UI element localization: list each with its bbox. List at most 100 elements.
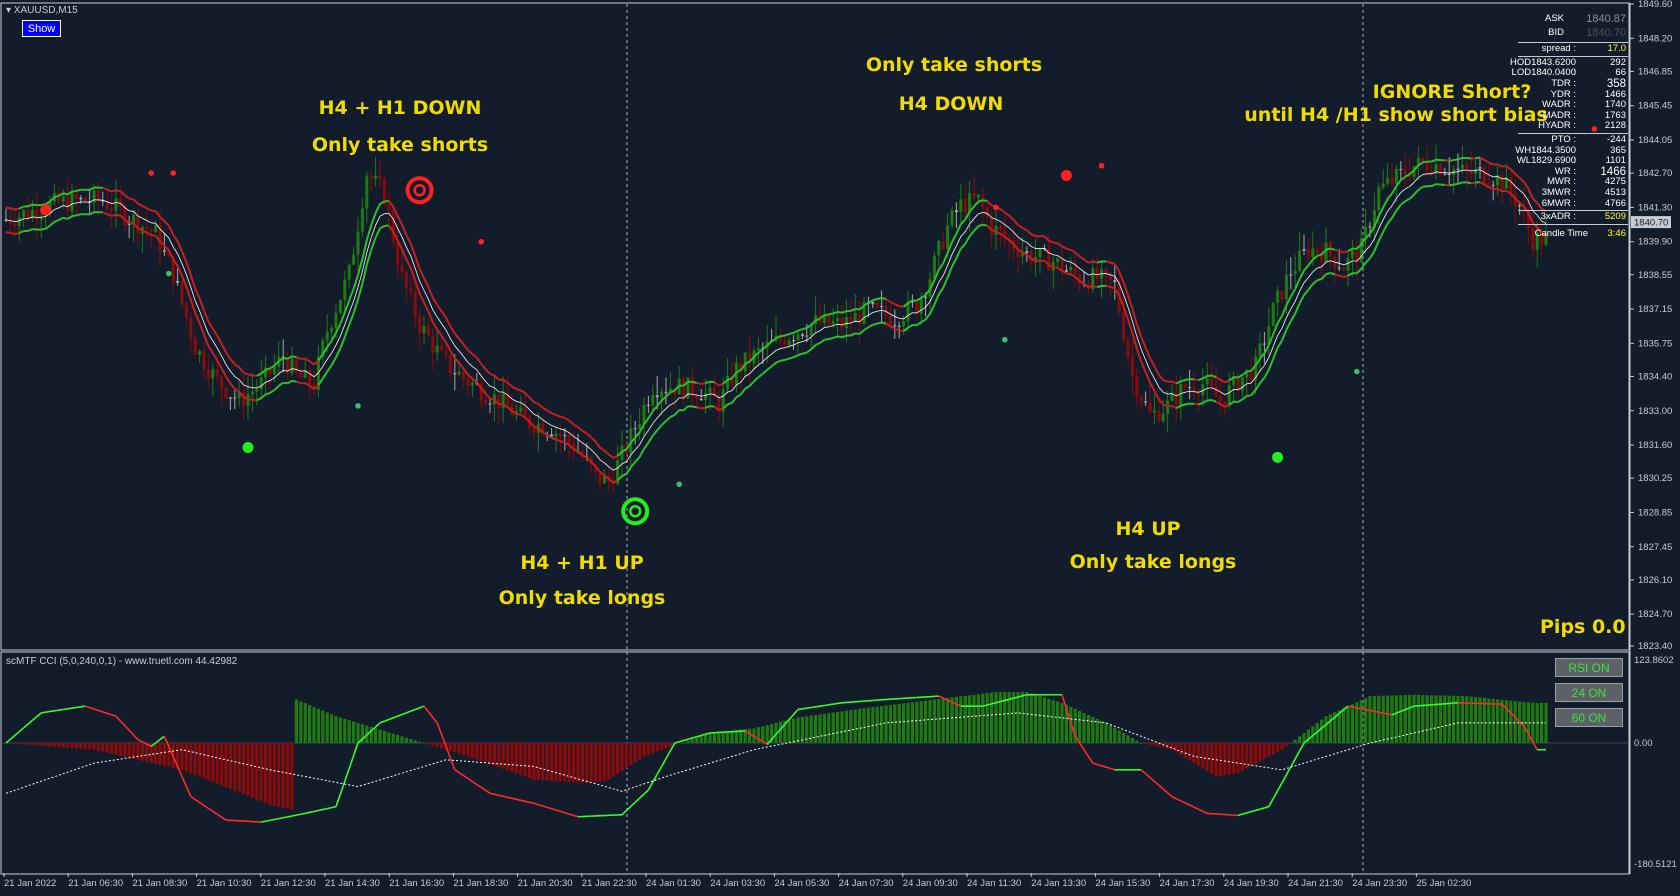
ma-center-line	[1220, 391, 1226, 395]
ma-band-line	[1417, 185, 1424, 191]
candle-body	[1073, 266, 1077, 275]
cci-fast-segment	[762, 740, 768, 746]
ma-band-line	[427, 311, 434, 323]
cci-hist-bar	[215, 743, 219, 784]
signal-dot	[478, 238, 485, 245]
ask-value: 1840.87	[1586, 13, 1626, 25]
cci-hist-bar	[347, 720, 351, 744]
signal-dot	[676, 481, 682, 488]
ma-center-line	[771, 350, 777, 355]
ma-center-line	[665, 404, 671, 410]
cci-hist-bar	[765, 725, 769, 744]
cci-hist-bar	[682, 742, 686, 744]
ma-band-line	[313, 359, 320, 366]
ma-center-line	[1224, 392, 1230, 396]
time-tick-label: 24 Jan 03:30	[710, 878, 765, 889]
cci-fast-segment	[1505, 708, 1512, 714]
ma-band-line	[176, 265, 183, 277]
candle-body	[563, 435, 567, 437]
ma-center-line	[1277, 328, 1283, 336]
candle-body	[325, 331, 329, 341]
ma-band-line	[1395, 179, 1402, 187]
ma-band-line	[1207, 398, 1212, 402]
cci-fast-segment	[1180, 800, 1186, 804]
candle-body	[132, 214, 136, 224]
ma-center-line	[1400, 188, 1406, 193]
ma-band-line	[1453, 182, 1459, 186]
ma-band-line	[995, 230, 1001, 235]
cci-hist-bar	[805, 716, 809, 744]
cci-hist-bar	[299, 701, 303, 744]
ma-center-line	[560, 428, 565, 431]
candle-body	[88, 202, 92, 204]
ma-band-line	[793, 354, 799, 359]
ma-band-line	[881, 321, 887, 325]
ma-band-line	[370, 237, 377, 251]
cci-fast-segment	[1378, 711, 1384, 714]
annotation-ignore-short-line2: until H4 /H1 show short bias	[1244, 104, 1548, 126]
cci-fast-segment	[1110, 767, 1116, 771]
ma-band-line	[1347, 247, 1353, 253]
ma-band-line	[1021, 227, 1028, 232]
ma-center-line	[1136, 336, 1142, 350]
ma-band-line	[625, 442, 632, 450]
cci-hist-bar	[448, 743, 452, 752]
ma-center-line	[885, 311, 891, 315]
cci-fast-segment	[1074, 735, 1081, 744]
h60-toggle-button[interactable]: 60 ON	[1555, 708, 1623, 727]
ma-center-line	[1317, 266, 1322, 269]
ma-band-line	[1356, 243, 1362, 250]
weekly-row: 6MWR :4766	[1518, 198, 1628, 210]
weekly-row: WL1829.6900 :1101	[1517, 155, 1628, 176]
candle-body	[1447, 173, 1451, 176]
ma-band-line	[1153, 365, 1160, 376]
cci-fast-segment	[98, 709, 104, 713]
cci-hist-bar	[180, 743, 184, 770]
cci-hist-bar	[576, 743, 580, 783]
cci-fast-segment	[806, 706, 812, 709]
show-button[interactable]: Show	[22, 20, 61, 37]
ma-band-line	[172, 258, 179, 267]
ma-center-line	[1114, 276, 1120, 284]
cci-fast-segment	[669, 742, 676, 752]
ma-center-line	[1290, 301, 1296, 310]
cci-fast-segment	[432, 716, 438, 724]
ma-band-line	[146, 231, 152, 236]
cci-fast-segment	[1391, 712, 1397, 716]
ma-band-line	[203, 334, 210, 347]
candle-body	[748, 352, 752, 364]
ma-band-line	[634, 431, 641, 439]
candle-body	[809, 324, 813, 336]
ma-center-line	[177, 253, 183, 264]
candle-body	[660, 391, 664, 398]
time-tick-label: 24 Jan 01:30	[646, 878, 701, 889]
cci-fast-segment	[1527, 733, 1534, 743]
ma-band-line	[551, 436, 557, 441]
ma-center-line	[186, 274, 192, 288]
cci-fast-segment	[938, 695, 944, 699]
cci-hist-bar	[800, 716, 804, 744]
candle-body	[519, 407, 523, 412]
weekly-row-label: 3MWR :	[1541, 186, 1576, 198]
ma-band-line	[528, 396, 535, 403]
h24-toggle-button[interactable]: 24 ON	[1555, 683, 1623, 702]
ask-label: ASK	[1544, 13, 1564, 24]
cci-fast-segment	[379, 720, 385, 724]
candle-body	[1509, 177, 1513, 194]
pips-readout: Pips 0.0	[1540, 616, 1626, 638]
cci-fast-segment	[1158, 784, 1164, 790]
candle-body	[1095, 268, 1099, 279]
cci-fast-segment	[1242, 812, 1248, 815]
cci-hist-bar	[809, 715, 813, 744]
ma-center-line	[274, 373, 280, 379]
candle-body	[409, 288, 413, 292]
candle-body	[167, 250, 171, 257]
ma-center-line	[947, 254, 953, 266]
candle-body	[1381, 183, 1385, 188]
ma-band-line	[1514, 173, 1521, 179]
ma-band-line	[1215, 376, 1221, 381]
ma-band-line	[1343, 274, 1349, 279]
ma-band-line	[1110, 286, 1116, 290]
rsi-toggle-button[interactable]: RSI ON	[1555, 658, 1623, 677]
